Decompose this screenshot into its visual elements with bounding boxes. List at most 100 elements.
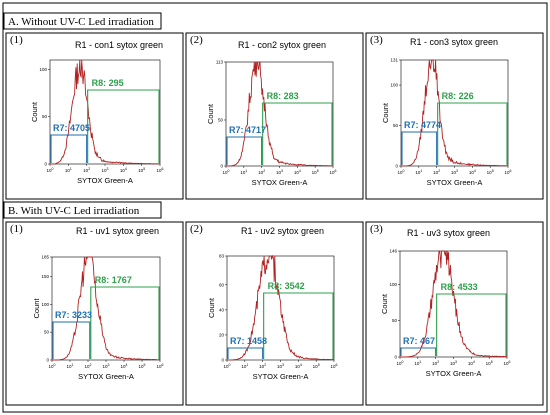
x-tick-label: 102 — [258, 169, 265, 175]
y-tick-label: 0 — [221, 358, 224, 363]
x-tick-label: 106 — [157, 363, 164, 369]
gate-r7-label: R7: 4705 — [53, 123, 90, 133]
y-tick-label: 83 — [219, 254, 225, 259]
x-tick-label: 104 — [469, 169, 476, 175]
gate-r7 — [226, 136, 263, 165]
x-tick-label: 102 — [432, 360, 439, 366]
panel-title: R1 - uv3 sytox green — [407, 228, 490, 238]
x-tick-label: 105 — [313, 363, 320, 369]
panel-frame — [365, 221, 544, 406]
y-tick-label: 60 — [219, 282, 225, 287]
gate-r8 — [90, 286, 160, 359]
gate-r7 — [50, 134, 88, 163]
y-tick-label: 0 — [394, 355, 397, 360]
section-a-title-box — [3, 12, 162, 30]
panel-number: (3) — [370, 34, 383, 46]
x-tick-label: 100 — [223, 169, 230, 175]
x-tick-label: 102 — [85, 363, 92, 369]
histogram-curve — [400, 250, 508, 358]
gate-r8-label: R8: 295 — [92, 78, 124, 88]
x-tick-label: 106 — [157, 167, 164, 173]
x-tick-label: 101 — [65, 167, 72, 173]
y-tick-label: 150 — [41, 274, 49, 279]
gate-r7 — [227, 347, 264, 359]
x-tick-label: 103 — [276, 169, 283, 175]
x-tick-label: 101 — [415, 169, 422, 175]
panel-number: (1) — [10, 223, 23, 235]
x-tick-label: 104 — [294, 169, 301, 175]
panel-title: R1 - con1 sytox green — [75, 40, 163, 50]
panel-title: R1 - uv2 sytox green — [241, 226, 324, 236]
gate-r8 — [262, 102, 333, 165]
x-tick-label: 101 — [414, 360, 421, 366]
x-tick-label: 101 — [240, 169, 247, 175]
histogram-curve — [50, 59, 160, 165]
panel-number: (2) — [190, 34, 203, 46]
x-axis-label: SYTOX Green-A — [427, 178, 483, 187]
gate-r8-label: R8: 3542 — [268, 281, 305, 291]
gate-r8 — [87, 89, 160, 163]
gate-r7 — [400, 347, 437, 356]
y-tick-label: 0 — [220, 164, 223, 169]
x-tick-label: 102 — [83, 167, 90, 173]
panel-title: R1 - con2 sytox green — [238, 40, 326, 50]
gate-r8-label: R8: 4533 — [441, 282, 478, 292]
gate-r7-label: R7: 467 — [403, 336, 435, 346]
y-axis-label: Count — [32, 298, 41, 319]
y-tick-label: 0 — [395, 164, 398, 169]
panel-frame — [185, 32, 364, 200]
y-tick-label: 113 — [216, 60, 224, 65]
x-tick-label: 104 — [468, 360, 475, 366]
histogram-panel: (1) R1 - uv1 sytox green 0 50 100 150 185 100 10… — [5, 221, 184, 406]
gate-r7-label: R7: 4717 — [229, 125, 266, 135]
section-a-title: A. Without UV-C Led irradiation — [8, 16, 154, 28]
histogram-panel: (3) R1 - uv3 sytox green 0 50 100 146 100 101 10… — [365, 221, 544, 406]
gate-r7 — [52, 321, 91, 359]
histogram-curve — [226, 61, 333, 167]
y-axis-label: Count — [207, 297, 216, 318]
x-tick-label: 101 — [241, 363, 248, 369]
x-tick-label: 103 — [451, 169, 458, 175]
x-tick-label: 102 — [259, 363, 266, 369]
panel-frame — [5, 221, 184, 406]
panel-title: R1 - uv1 sytox green — [76, 226, 159, 236]
y-tick-label: 100 — [41, 302, 49, 307]
gate-r8-label: R8: 283 — [267, 91, 299, 101]
histogram-curve — [401, 59, 509, 167]
y-tick-label: 50 — [393, 123, 399, 128]
gate-r7-label: R7: 4774 — [404, 120, 441, 130]
x-tick-label: 105 — [138, 167, 145, 173]
histogram-panels: (1) R1 - con1 sytox green 0 50 100 100 101 102 1… — [5, 32, 544, 406]
gate-r7 — [401, 131, 438, 165]
y-axis-label: Count — [30, 101, 39, 122]
x-tick-label: 106 — [331, 363, 338, 369]
x-tick-label: 104 — [120, 167, 127, 173]
y-tick-label: 50 — [42, 114, 48, 119]
histogram-panel: (2) R1 - uv2 sytox green 0 20 40 60 83 100 101 10… — [185, 221, 364, 406]
x-tick-label: 100 — [397, 360, 404, 366]
y-tick-label: 131 — [390, 58, 398, 63]
y-axis-label: Count — [380, 293, 389, 314]
x-tick-label: 100 — [49, 363, 56, 369]
gate-r7-label: R7: 3233 — [55, 310, 92, 320]
x-tick-label: 105 — [312, 169, 319, 175]
x-tick-label: 103 — [103, 363, 110, 369]
y-tick-label: 40 — [219, 307, 225, 312]
gate-r7-label: R7: 1458 — [230, 336, 267, 346]
y-tick-label: 185 — [41, 255, 49, 260]
y-axis-label: Count — [206, 103, 215, 124]
x-tick-label: 104 — [121, 363, 128, 369]
x-tick-label: 100 — [47, 167, 54, 173]
x-tick-label: 102 — [433, 169, 440, 175]
section-a: A. Without UV-C Led irradiation — [3, 12, 162, 30]
y-tick-label: 100 — [39, 67, 47, 72]
panel-title: R1 - con3 sytox green — [410, 37, 498, 47]
x-tick-label: 101 — [67, 363, 74, 369]
x-axis-label: SYTOX Green-A — [253, 372, 309, 381]
section-b-title-box — [3, 201, 162, 219]
x-axis-label: SYTOX Green-A — [426, 369, 482, 378]
panel-number: (3) — [370, 223, 383, 235]
gate-r8 — [436, 293, 507, 356]
gate-r8-label: R8: 226 — [442, 91, 474, 101]
